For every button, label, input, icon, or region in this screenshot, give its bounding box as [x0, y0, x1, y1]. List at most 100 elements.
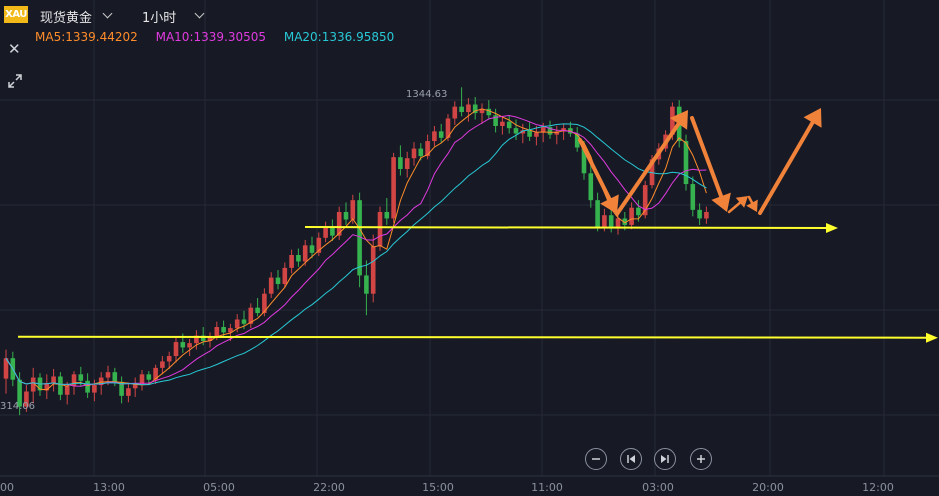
candle-body [472, 104, 478, 114]
high-price-label: 1344.63 [406, 89, 447, 100]
jump-start-button[interactable] [620, 448, 642, 470]
projection-arrow [727, 201, 742, 214]
projection-arrow [747, 195, 754, 204]
candle-body [398, 157, 403, 169]
indicator-legend: MA5:1339.44202 MA10:1339.30505 MA20:1336… [35, 30, 408, 44]
candle-body [78, 374, 84, 381]
candle-body [302, 245, 308, 262]
projection-arrowhead [711, 192, 731, 212]
candle-body [85, 380, 90, 393]
candle-body [588, 173, 594, 201]
skip-back-icon [627, 455, 635, 463]
candle-body [51, 376, 56, 383]
moving-average-lines [5, 108, 707, 391]
projection-arrowhead [746, 199, 758, 212]
candle-body [268, 277, 274, 294]
candle-body [479, 108, 485, 114]
x-tick-label: 15:00 [422, 481, 454, 494]
x-tick-label: 12:00 [862, 481, 894, 494]
candle-body [534, 132, 539, 137]
x-tick-label: 11:00 [531, 481, 563, 494]
chevron-down-icon[interactable] [102, 8, 113, 19]
candle-body [44, 382, 50, 391]
candle-body [119, 381, 124, 396]
x-tick-label: 00 [0, 481, 14, 494]
candle-body [513, 128, 519, 134]
candle-body [234, 319, 240, 329]
grid-lines [0, 0, 939, 477]
candle-body [343, 212, 349, 220]
x-tick-label: 03:00 [642, 481, 674, 494]
candle-body [166, 356, 172, 362]
symbol-badge: XAU [4, 6, 28, 23]
candle-body [432, 131, 437, 142]
candle-body [459, 106, 464, 113]
zoom-in-button[interactable] [690, 448, 712, 470]
projection-arrow [615, 121, 681, 216]
candle-body [438, 131, 444, 138]
candle-body [336, 212, 342, 236]
candle-body [404, 158, 410, 169]
ma5-line [5, 108, 707, 391]
support-line-lower [17, 335, 929, 339]
candle-body [17, 379, 22, 407]
candle-body [554, 131, 560, 135]
projection-arrowhead [803, 108, 822, 128]
candle-body [282, 267, 288, 285]
minus-icon [592, 458, 600, 460]
candle-body [92, 385, 97, 393]
candle-body [595, 200, 600, 228]
candle-body [296, 255, 301, 262]
x-tick-label: 22:00 [313, 481, 345, 494]
candle-body [561, 128, 566, 132]
candle-body [466, 104, 471, 113]
candle-body [173, 342, 179, 357]
candle-body [241, 319, 247, 324]
candle-body [323, 227, 328, 238]
candle-body [255, 307, 260, 314]
candle-body [391, 157, 396, 219]
candle-body [126, 388, 131, 396]
jump-end-button[interactable] [654, 448, 676, 470]
symbol-selector[interactable]: 现货黄金 [40, 11, 93, 26]
candle-body [248, 307, 254, 324]
candle-body [153, 367, 158, 380]
candle-body [500, 121, 505, 126]
candle-body [642, 185, 648, 216]
projection-arrow [758, 120, 815, 215]
projection-arrows [578, 108, 822, 216]
x-tick-label: 13:00 [93, 481, 125, 494]
candle-body [506, 121, 512, 129]
candle-body [608, 215, 614, 229]
timeframe-selector[interactable]: 1小时 [142, 11, 177, 26]
x-tick-label: 20:00 [752, 481, 784, 494]
support-arrowhead [826, 223, 838, 234]
candle-body [330, 227, 335, 236]
support-line-upper [304, 226, 831, 230]
candle-body [132, 384, 138, 389]
candle-body [547, 127, 553, 135]
zoom-out-button[interactable] [585, 448, 607, 470]
candle-body [289, 255, 294, 268]
candle-body [357, 200, 362, 276]
candle-body [364, 275, 369, 294]
candle-body [262, 293, 267, 314]
candle-body [636, 207, 641, 216]
candle-body [221, 327, 226, 333]
candle-body [350, 200, 356, 220]
projection-arrowhead [600, 194, 619, 214]
candle-body [64, 386, 70, 395]
close-icon[interactable]: ✕ [8, 40, 21, 58]
candle-body [112, 372, 118, 382]
candle-body [71, 374, 77, 387]
expand-icon[interactable] [7, 73, 23, 89]
support-arrowhead [926, 332, 938, 343]
candle-body [98, 377, 104, 386]
x-axis-ticks: 00 13:00 05:00 22:00 15:00 11:00 03:00 20:00 12:… [0, 481, 894, 494]
candle-body [540, 127, 546, 133]
projection-arrowhead [669, 110, 688, 130]
chevron-down-icon[interactable] [194, 8, 205, 19]
candle-body [527, 130, 532, 137]
candle-body [105, 372, 111, 378]
skip-forward-icon [661, 455, 669, 463]
